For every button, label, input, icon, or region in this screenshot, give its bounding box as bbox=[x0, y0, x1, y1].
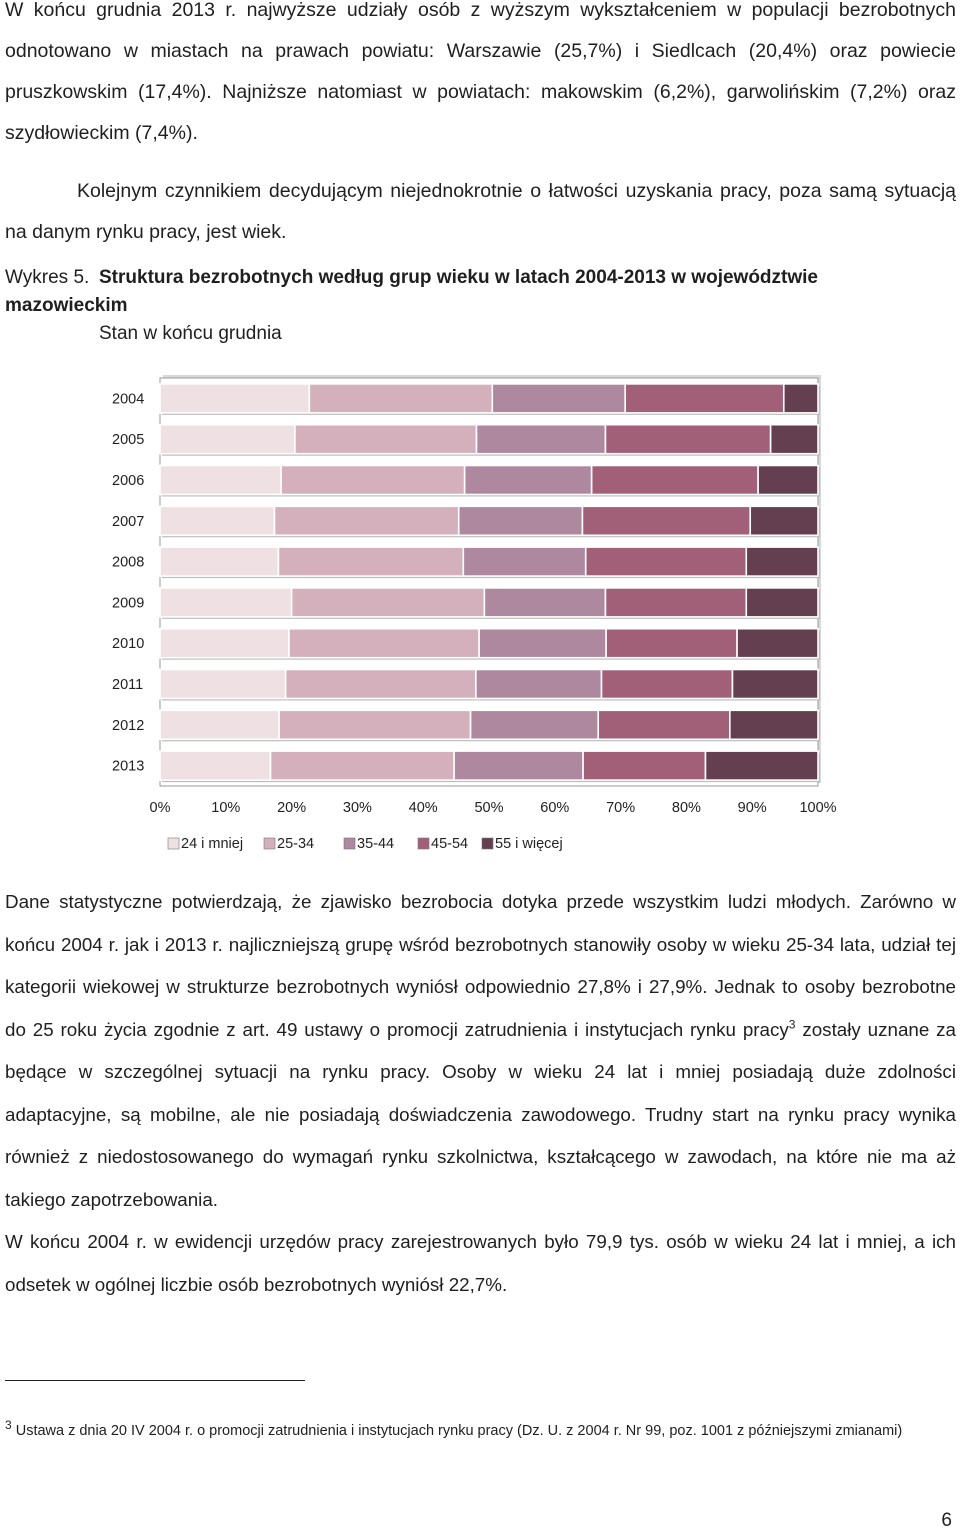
y-tick-label: 2012 bbox=[112, 718, 144, 734]
bar-segment bbox=[278, 709, 472, 741]
y-tick-label: 2007 bbox=[112, 514, 144, 530]
page-number: 6 bbox=[941, 1510, 952, 1531]
paragraph-age-intro: Kolejnym czynnikiem decydującym niejedno… bbox=[5, 180, 956, 243]
legend-swatch bbox=[263, 837, 276, 850]
bar-segment bbox=[308, 383, 494, 414]
bar-segment bbox=[159, 505, 276, 537]
bar-segment bbox=[457, 505, 584, 537]
legend-label: 55 i więcej bbox=[495, 836, 563, 852]
y-tick-label: 2008 bbox=[112, 555, 144, 571]
bar-segment bbox=[159, 464, 282, 496]
bar-segment bbox=[782, 383, 819, 414]
paragraph-education: W końcu grudnia 2013 r. najwyższe udział… bbox=[5, 0, 956, 144]
bar-segment bbox=[704, 750, 819, 781]
footnote-divider bbox=[5, 1380, 305, 1381]
bar-segment bbox=[159, 546, 280, 577]
footnote-reference[interactable]: 3 bbox=[788, 1017, 796, 1032]
paragraph-statistics-text-a: Dane statystyczne potwierdzają, że zjawi… bbox=[5, 891, 956, 1040]
x-tick-label: 80% bbox=[672, 800, 701, 816]
bar-segment bbox=[159, 750, 272, 781]
chart-caption: Wykres 5. Struktura bezrobotnych według g… bbox=[5, 264, 945, 348]
bar-segment bbox=[749, 505, 819, 537]
bar-segment bbox=[745, 587, 819, 618]
x-tick-label: 90% bbox=[738, 800, 767, 816]
bar-segment bbox=[581, 505, 752, 537]
bar-segment bbox=[159, 587, 293, 618]
legend-label: 45-54 bbox=[431, 836, 468, 852]
paragraph-statistics-text-b: zostały uznane za będące w szczególnej s… bbox=[5, 1018, 956, 1210]
y-tick-label: 2009 bbox=[112, 595, 144, 611]
footnote-number: 3 bbox=[5, 1418, 12, 1433]
bar-segment bbox=[294, 423, 478, 455]
bar-segment bbox=[159, 709, 280, 741]
bar-segment bbox=[478, 627, 607, 659]
bar-segment bbox=[475, 668, 603, 700]
bar-segment bbox=[590, 464, 759, 496]
x-tick-label: 30% bbox=[343, 800, 372, 816]
legend-label: 24 i mniej bbox=[181, 836, 243, 852]
legend-swatch bbox=[481, 837, 494, 850]
bar-segment bbox=[483, 587, 607, 618]
legend-label: 35-44 bbox=[357, 836, 394, 852]
x-tick-label: 70% bbox=[606, 800, 635, 816]
bar-segment bbox=[277, 546, 465, 577]
x-tick-label: 10% bbox=[211, 800, 240, 816]
x-tick-label: 0% bbox=[150, 800, 171, 816]
bar-segment bbox=[624, 383, 785, 414]
bar-segment bbox=[288, 627, 480, 659]
bar-segment bbox=[736, 627, 819, 659]
bar-segment bbox=[757, 464, 819, 496]
age-structure-chart: 2004 2005 2006 2007 2008 2009 2010 2011 2012 2013… bbox=[112, 375, 837, 852]
bar-segment bbox=[597, 709, 731, 741]
bar-segment bbox=[769, 423, 819, 455]
chart-subtitle: Stan w końcu grudnia bbox=[99, 323, 282, 344]
x-tick-label: 60% bbox=[540, 800, 569, 816]
bar-segment bbox=[582, 750, 707, 781]
bar-segment bbox=[604, 423, 772, 455]
bar-segment bbox=[269, 750, 455, 781]
x-tick-label: 20% bbox=[277, 800, 306, 816]
bar-segment bbox=[159, 668, 287, 700]
bar-segment bbox=[290, 587, 486, 618]
y-tick-label: 2005 bbox=[112, 432, 144, 448]
bar-segment bbox=[729, 709, 819, 741]
y-tick-label: 2010 bbox=[112, 636, 144, 652]
bar-segment bbox=[604, 587, 748, 618]
chart-title: Struktura bezrobotnych według grup wieku… bbox=[5, 267, 818, 316]
bar-segment bbox=[745, 546, 819, 577]
bar-segment bbox=[453, 750, 584, 781]
chart-caption-label: Wykres 5. bbox=[5, 267, 90, 288]
y-tick-label: 2006 bbox=[112, 473, 144, 489]
footnote: 3 Ustawa z dnia 20 IV 2004 r. o promocji… bbox=[5, 1418, 905, 1443]
bar-segment bbox=[280, 464, 466, 496]
x-tick-label: 50% bbox=[474, 800, 503, 816]
footnote-text: Ustawa z dnia 20 IV 2004 r. o promocji z… bbox=[11, 1423, 903, 1439]
y-tick-label: 2004 bbox=[112, 391, 144, 407]
bar-segment bbox=[159, 627, 290, 659]
bar-segment bbox=[600, 668, 734, 700]
bar-segment bbox=[475, 423, 607, 455]
legend-label: 25-34 bbox=[277, 836, 314, 852]
x-tick-label: 100% bbox=[799, 800, 836, 816]
bar-segment bbox=[284, 668, 477, 700]
bar-segment bbox=[731, 668, 819, 700]
paragraph-2004-text: W końcu 2004 r. w ewidencji urzędów prac… bbox=[5, 1231, 956, 1295]
legend-swatch bbox=[417, 837, 430, 850]
bar-segment bbox=[605, 627, 738, 659]
bar-segment bbox=[463, 464, 593, 496]
y-tick-label: 2013 bbox=[112, 759, 144, 775]
y-tick-label: 2011 bbox=[112, 677, 143, 693]
bar-segment bbox=[491, 383, 627, 414]
bar-segment bbox=[159, 383, 311, 414]
bar-segment bbox=[584, 546, 748, 577]
x-tick-label: 40% bbox=[409, 800, 438, 816]
bar-segment bbox=[273, 505, 460, 537]
bar-segment bbox=[469, 709, 600, 741]
legend-swatch bbox=[343, 837, 356, 850]
paragraph-statistics: Dane statystyczne potwierdzają, że zjawi… bbox=[5, 881, 956, 1306]
bar-segment bbox=[159, 423, 296, 455]
bar-segment bbox=[462, 546, 587, 577]
legend-swatch bbox=[167, 837, 180, 850]
